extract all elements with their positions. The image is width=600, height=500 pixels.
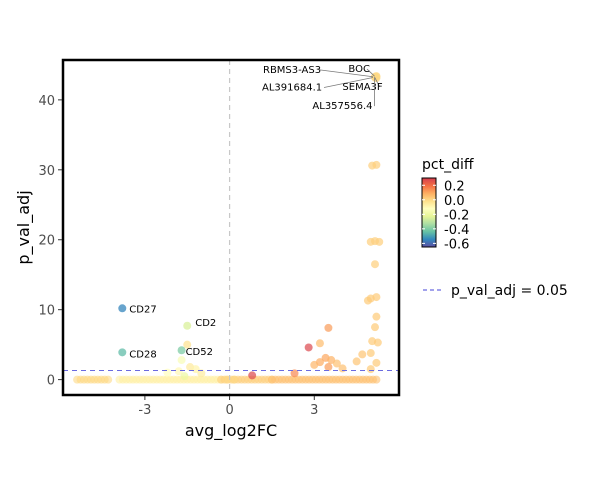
y-tick-label: 40: [38, 94, 55, 109]
color-legend: pct_diff 0.20.0-0.2-0.4-0.6: [421, 157, 474, 252]
data-point: [248, 371, 257, 380]
data-point: [163, 368, 172, 377]
point-label-boc: BOC: [348, 64, 370, 75]
data-point: [324, 363, 333, 372]
data-point: [372, 312, 381, 321]
data-point: [366, 365, 375, 374]
data-point: [315, 339, 324, 348]
color-legend-tick-label: -0.2: [444, 208, 469, 223]
point-label-al391684-1: AL391684.1: [262, 82, 322, 93]
y-tick-label: 0: [47, 374, 55, 389]
color-legend-tick-label: -0.6: [444, 237, 469, 252]
point-label-cd28: CD28: [129, 349, 156, 360]
data-point: [352, 357, 361, 366]
label-leader-line: [323, 77, 374, 88]
data-point: [174, 367, 183, 376]
point-label-sema3f: SEMA3F: [342, 82, 382, 93]
color-legend-tick-label: 0.2: [444, 179, 465, 194]
x-tick-label: 0: [225, 403, 233, 418]
point-label-cd52: CD52: [186, 347, 213, 358]
label-leader-line: [366, 68, 375, 77]
color-legend-tick-label: 0.0: [444, 194, 465, 209]
labeled-point-cd28: [118, 348, 127, 357]
color-legend-bar: [421, 177, 437, 248]
x-tick-label: -3: [138, 403, 151, 418]
labeled-point-cd52: [177, 346, 186, 355]
data-point: [368, 161, 377, 170]
threshold-legend-label: p_val_adj = 0.05: [451, 283, 568, 299]
y-tick-label: 10: [38, 304, 55, 319]
color-legend-title: pct_diff: [422, 157, 474, 173]
label-leader-line: [374, 76, 380, 87]
point-labels: RBMS3-AS3 BOC AL391684.1 SEMA3F AL357556.4 CD…: [129, 64, 383, 360]
data-point: [229, 375, 238, 384]
baseline-point: [372, 375, 381, 384]
data-point: [180, 372, 189, 381]
data-point: [197, 369, 206, 378]
x-tick-label: 3: [310, 403, 318, 418]
data-point: [191, 365, 200, 374]
data-point: [290, 369, 299, 378]
data-point: [371, 323, 379, 332]
y-tick-label: 30: [38, 164, 55, 179]
data-point: [372, 358, 381, 367]
labeled-point-cd2: [183, 321, 192, 330]
data-points: [73, 72, 384, 384]
data-point: [373, 338, 382, 347]
data-point: [372, 293, 381, 302]
label-leader-line: [318, 69, 374, 78]
data-point: [366, 349, 375, 358]
data-point: [332, 359, 341, 368]
point-label-cd27: CD27: [129, 304, 156, 315]
plot-panel-border: [61, 58, 401, 397]
color-legend-tick-label: -0.4: [444, 223, 469, 238]
threshold-legend: p_val_adj = 0.05: [423, 283, 568, 299]
data-point: [338, 364, 347, 373]
data-point: [183, 340, 192, 349]
data-point: [324, 323, 333, 332]
y-tick-label: 20: [38, 234, 55, 249]
labeled-point-cd27: [118, 304, 127, 313]
point-label-al357556-4: AL357556.4: [312, 101, 372, 112]
data-point: [177, 356, 186, 365]
color-legend-ticks: 0.20.0-0.2-0.4-0.6: [422, 179, 469, 252]
data-point: [371, 260, 379, 269]
data-point: [222, 375, 231, 384]
data-point: [363, 296, 372, 305]
data-point: [310, 360, 319, 369]
x-axis-title: avg_log2FC: [185, 421, 277, 441]
y-axis-title: p_val_adj: [14, 190, 34, 264]
point-label-cd2: CD2: [195, 318, 216, 329]
data-point: [375, 237, 384, 246]
baseline-point: [104, 375, 113, 384]
data-point: [304, 343, 313, 352]
point-label-rbms3-as3: RBMS3-AS3: [263, 65, 321, 76]
data-point: [358, 350, 367, 359]
